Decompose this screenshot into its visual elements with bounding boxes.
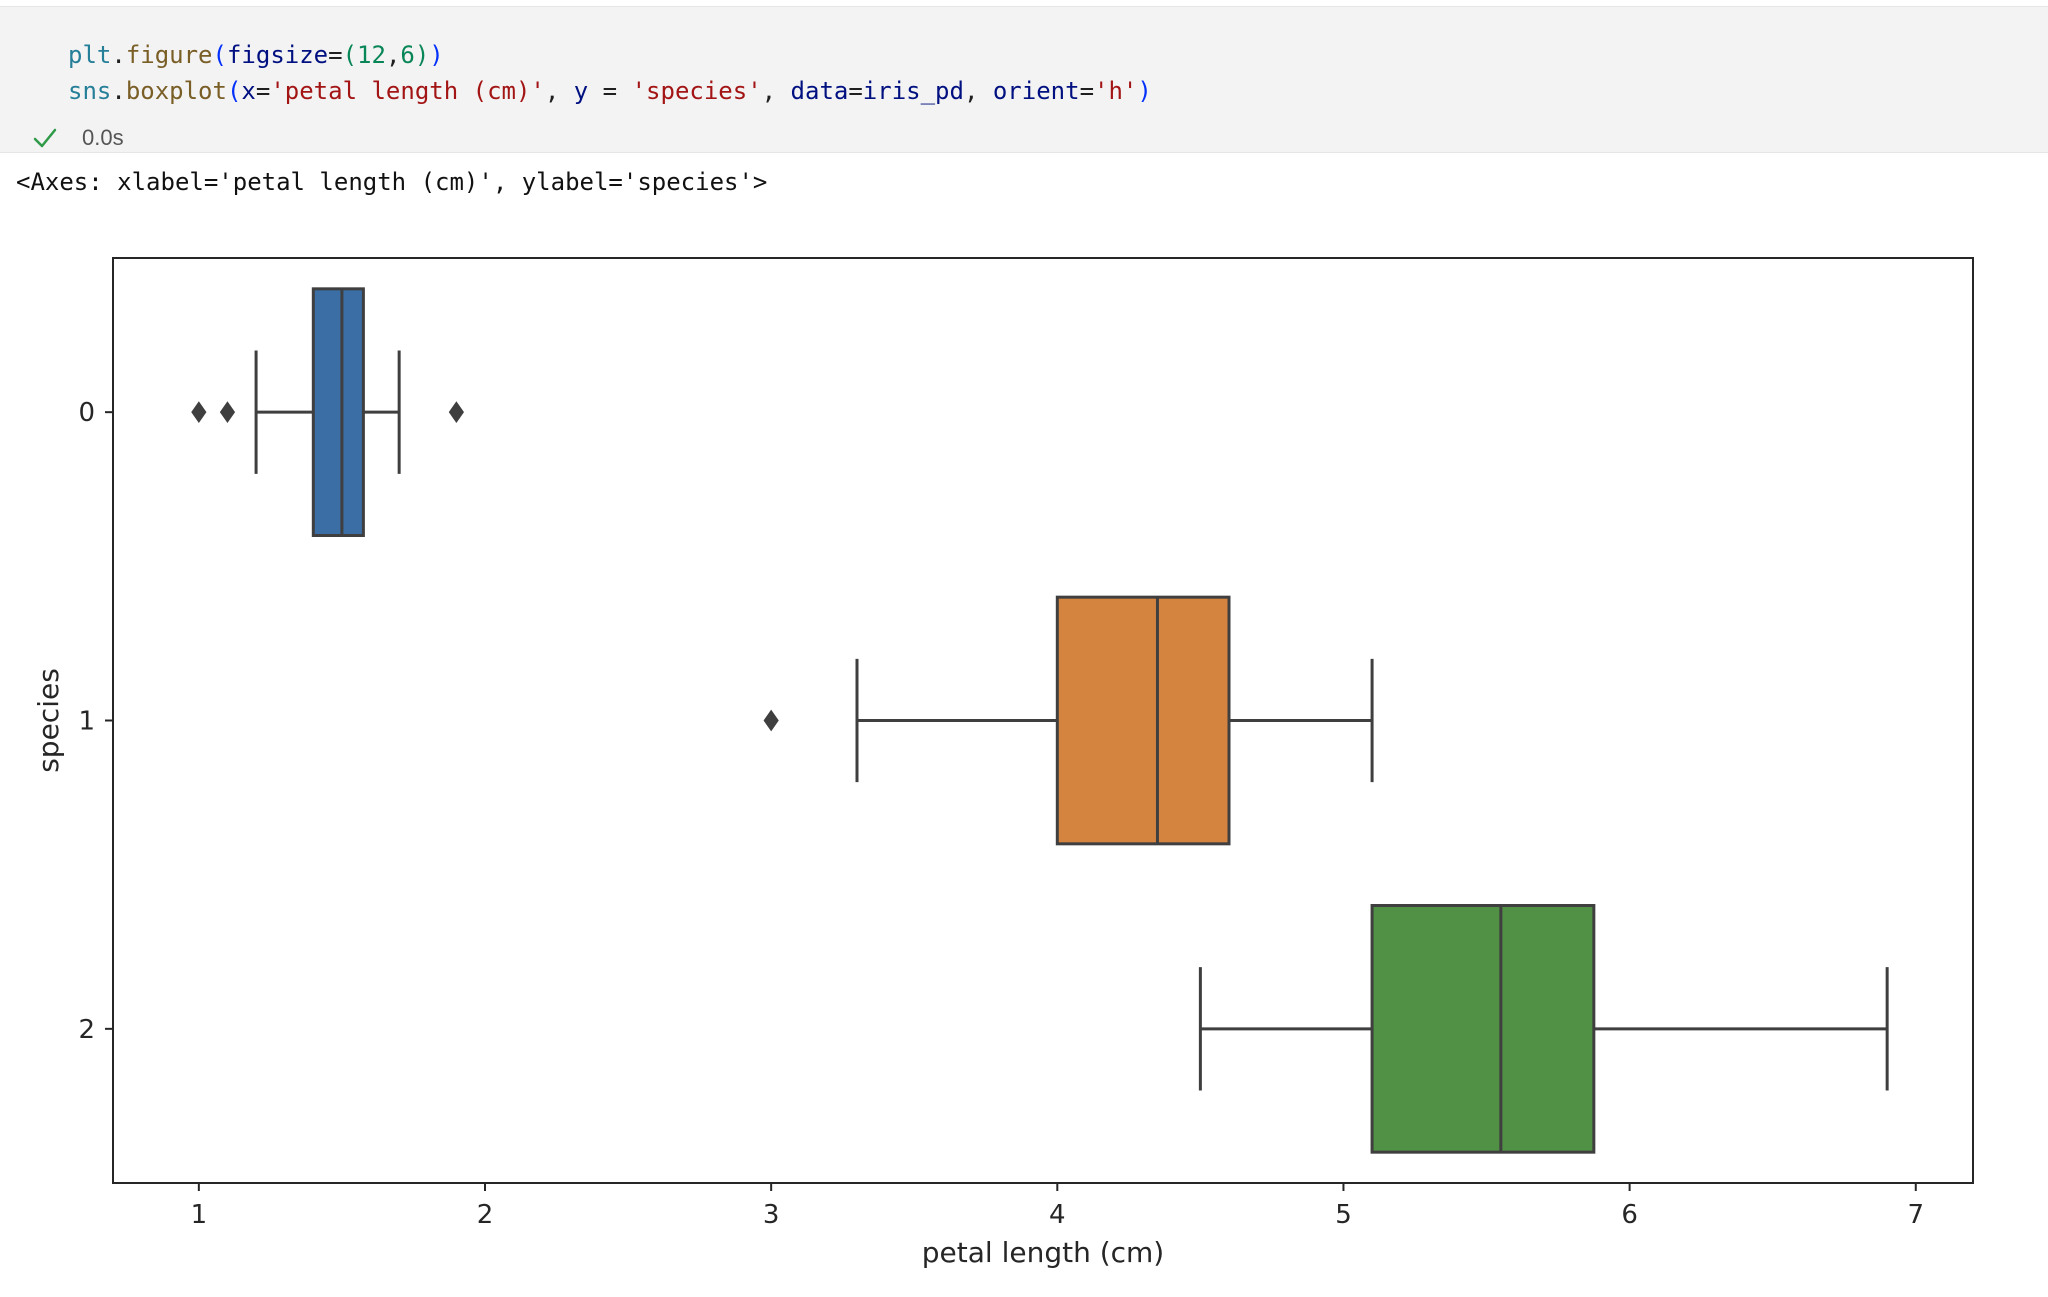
box-species-1	[1055, 595, 1231, 846]
code-token: (	[342, 41, 358, 69]
code-token: (	[226, 77, 242, 105]
code-token: ,	[761, 77, 791, 105]
code-token: y	[573, 77, 589, 105]
code-token: 12	[357, 41, 386, 69]
x-tick-label: 1	[191, 1200, 208, 1230]
code-token: figsize	[226, 41, 329, 69]
code-token: iris_pd	[862, 77, 964, 105]
code-cell-input[interactable]: plt.figure(figsize=(12,6)) sns.boxplot(x=…	[0, 6, 2048, 153]
code-token: =	[848, 77, 863, 105]
code-token: x	[241, 77, 256, 105]
code-token: )	[1137, 77, 1152, 105]
code-token: ,	[385, 41, 401, 69]
code-token: =	[328, 41, 343, 69]
execution-time: 0.0s	[82, 125, 124, 150]
code-token: =	[255, 77, 271, 105]
code-token: data	[790, 77, 849, 105]
code-token: )	[414, 41, 430, 69]
x-tick-label: 3	[763, 1200, 780, 1230]
code-token: 6	[400, 41, 415, 69]
y-axis-label: species	[32, 668, 65, 773]
x-tick-label: 6	[1621, 1200, 1638, 1230]
x-axis-label: petal length (cm)	[922, 1236, 1164, 1269]
y-tick-label: 1	[78, 707, 95, 737]
code-editor[interactable]: plt.figure(figsize=(12,6)) sns.boxplot(x=…	[68, 37, 1152, 109]
code-token: sns	[68, 77, 112, 105]
code-token: plt	[68, 41, 112, 69]
outlier-point	[219, 401, 236, 424]
code-token: .	[111, 77, 126, 105]
code-token: ,	[963, 77, 993, 105]
x-tick-label: 7	[1907, 1200, 1924, 1230]
code-token: figure	[125, 41, 213, 69]
x-tick-label: 4	[1049, 1200, 1066, 1230]
code-token: )	[429, 41, 444, 69]
cell-output-repr: <Axes: xlabel='petal length (cm)', ylabe…	[16, 168, 768, 196]
code-token: ,	[544, 77, 574, 105]
checkmark-icon	[33, 128, 57, 148]
outlier-point	[191, 401, 207, 424]
outlier-point	[763, 709, 779, 732]
x-tick-label: 2	[477, 1200, 494, 1230]
code-line: plt.figure(figsize=(12,6))	[68, 37, 1152, 73]
code-token: =	[1079, 77, 1095, 105]
code-token: orient	[992, 77, 1080, 105]
code-line: sns.boxplot(x='petal length (cm)', y = '…	[68, 73, 1152, 109]
code-token: .	[111, 41, 126, 69]
outlier-point	[448, 401, 464, 424]
x-tick-label: 5	[1335, 1200, 1352, 1230]
y-tick-label: 2	[78, 1015, 95, 1045]
code-token: 'species'	[631, 77, 762, 105]
execution-status: 0.0s	[30, 120, 124, 156]
code-token: 'h'	[1094, 77, 1138, 105]
code-token: boxplot	[125, 77, 227, 105]
code-token: =	[588, 77, 632, 105]
code-token: (	[212, 41, 227, 69]
box-species-0	[311, 287, 365, 538]
code-token: 'petal length (cm)'	[270, 77, 545, 105]
y-tick-label: 0	[78, 398, 95, 428]
box-species-2	[1370, 904, 1596, 1154]
